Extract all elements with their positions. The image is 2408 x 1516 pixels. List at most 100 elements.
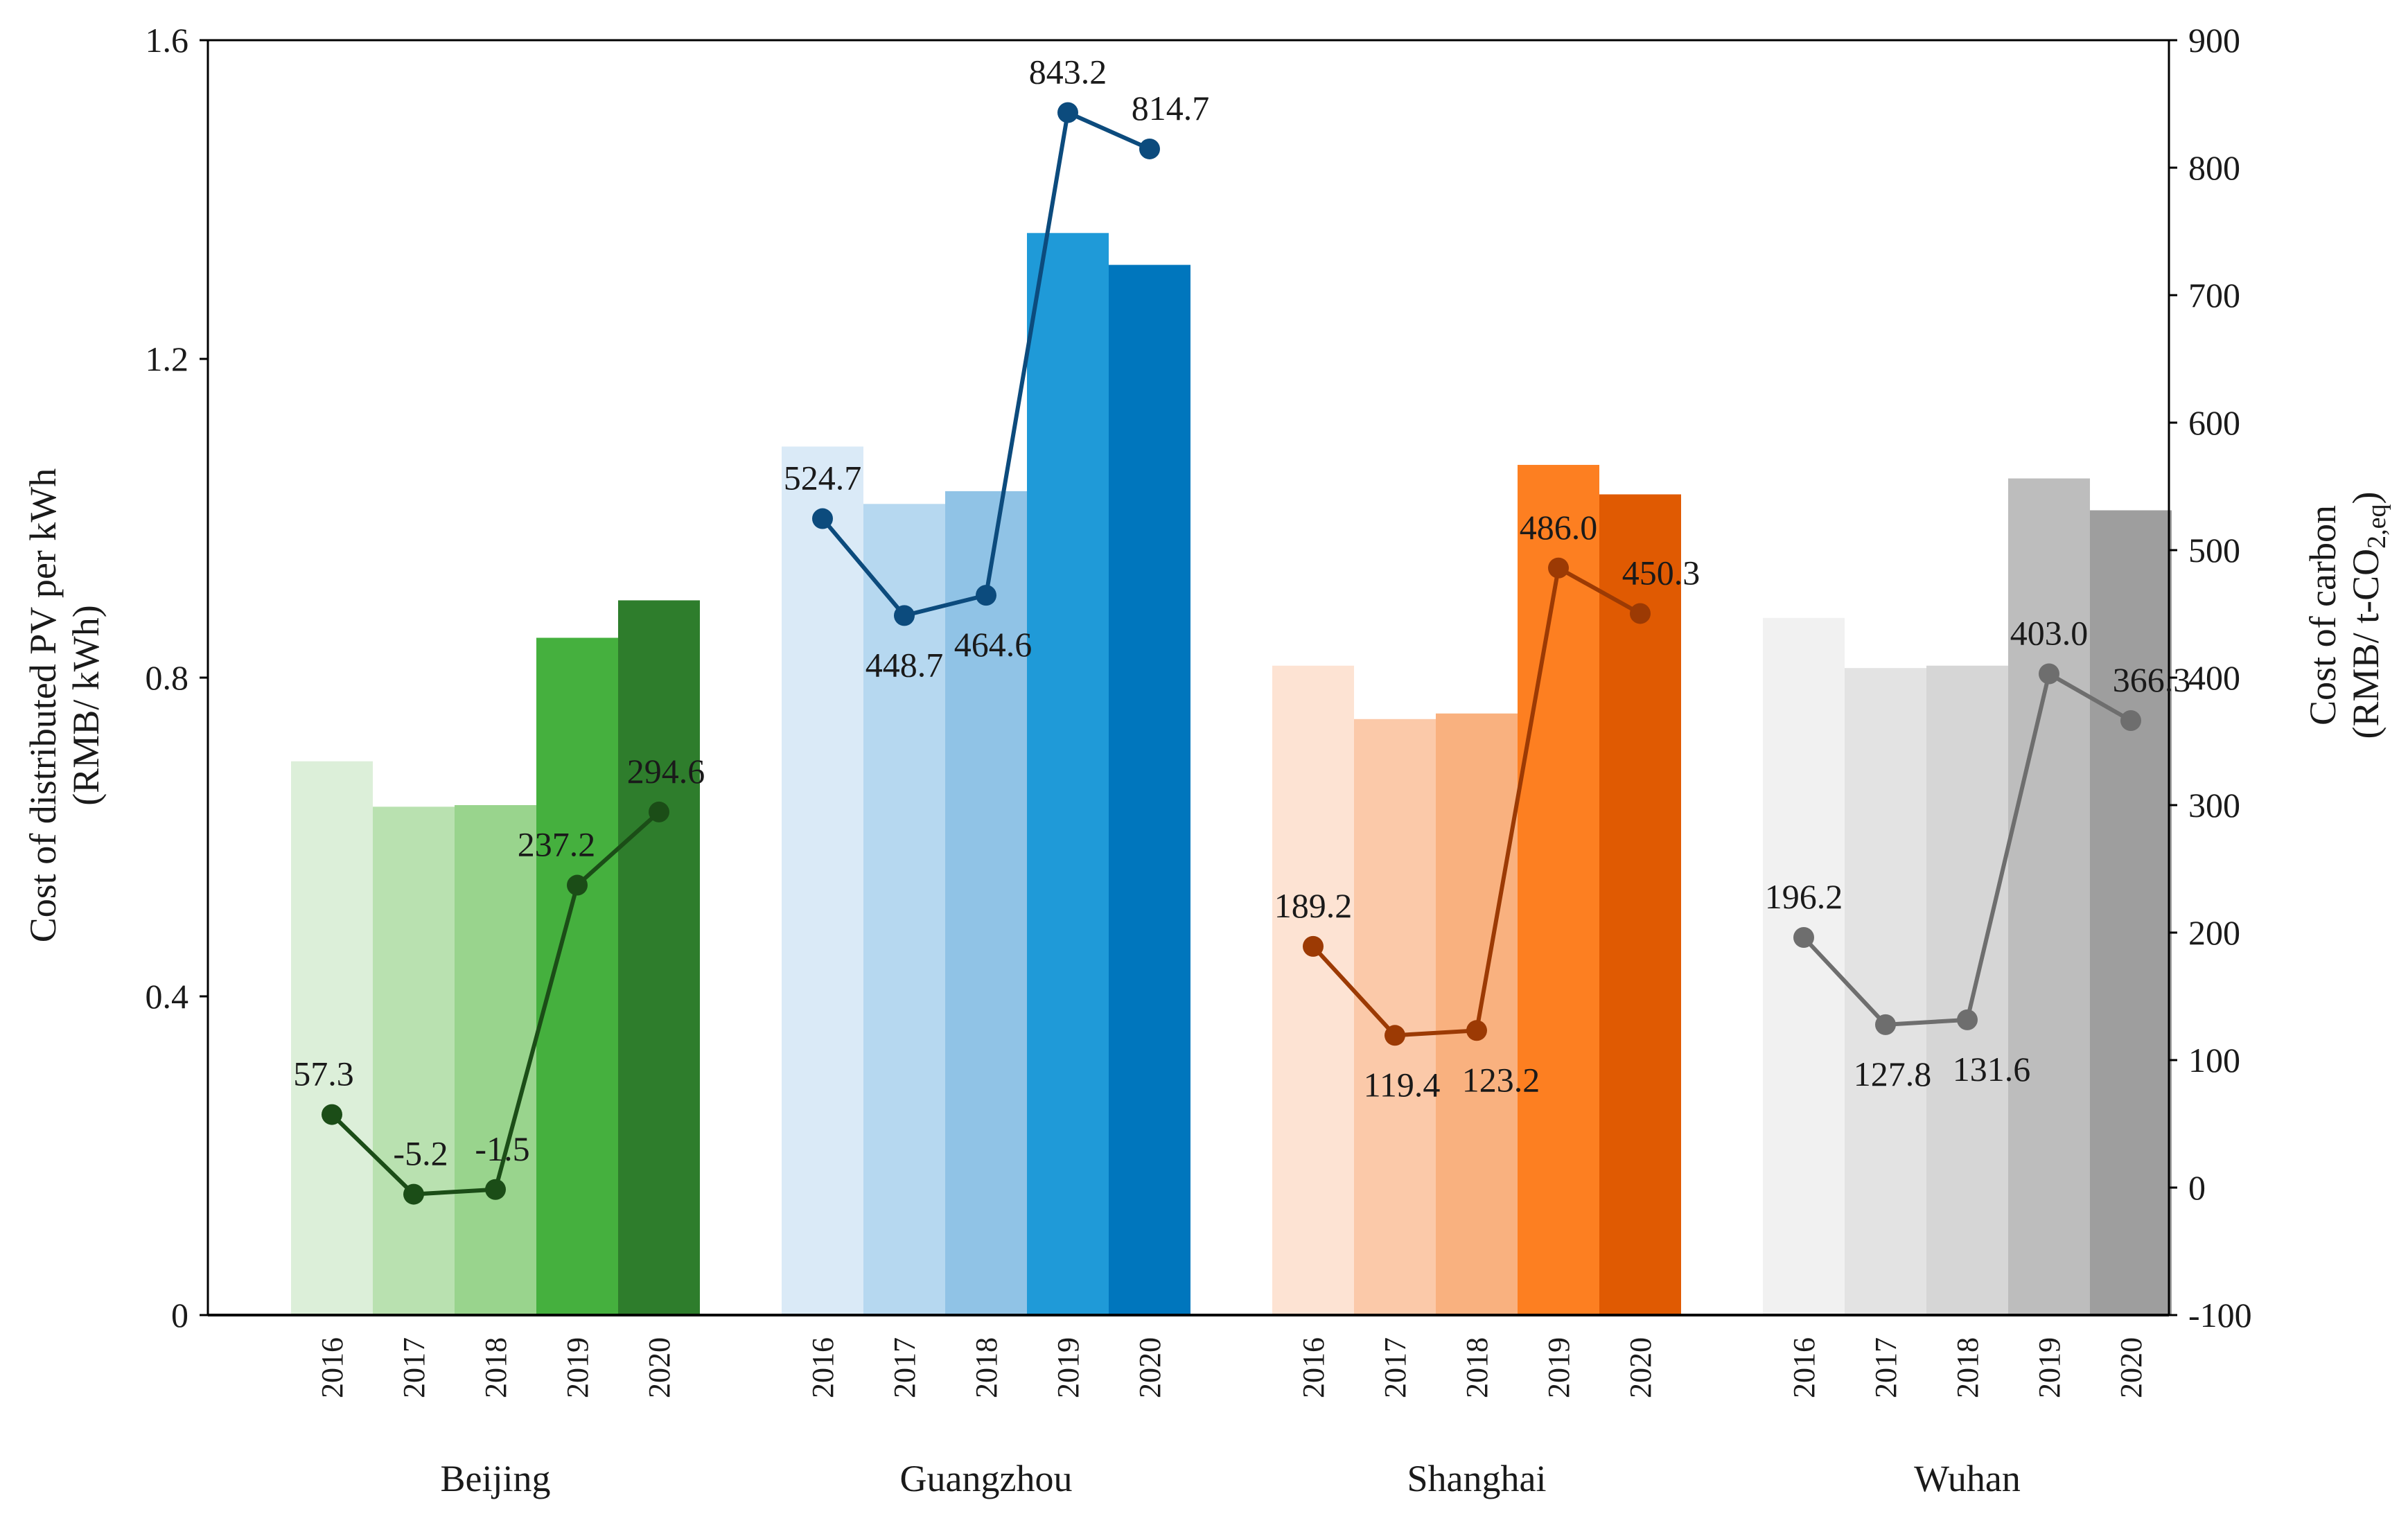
carbon-label-shanghai-2019: 486.0 — [1520, 508, 1598, 547]
bar-beijing-2016 — [291, 761, 373, 1315]
year-label-beijing-2016: 2016 — [315, 1337, 349, 1398]
year-label-guangzhou-2016: 2016 — [806, 1337, 840, 1398]
bars — [291, 233, 2172, 1316]
right-axis-title-line1: Cost of carbon — [2302, 505, 2344, 725]
left-tick-label: 1.2 — [146, 340, 189, 378]
carbon-point-wuhan-2017 — [1875, 1014, 1896, 1035]
carbon-label-shanghai-2020: 450.3 — [1622, 553, 1700, 592]
city-label-wuhan: Wuhan — [1914, 1458, 2021, 1499]
bar-guangzhou-2017 — [863, 504, 945, 1315]
carbon-point-shanghai-2018 — [1466, 1020, 1487, 1041]
bar-beijing-2019 — [536, 637, 618, 1315]
carbon-label-beijing-2020: 294.6 — [627, 752, 705, 791]
bar-guangzhou-2016 — [782, 446, 863, 1315]
carbon-point-beijing-2018 — [485, 1179, 506, 1200]
carbon-label-beijing-2016: 57.3 — [293, 1055, 354, 1093]
carbon-label-guangzhou-2016: 524.7 — [784, 459, 862, 497]
right-tick-label: 200 — [2188, 913, 2240, 952]
left-tick-label: 0.4 — [146, 977, 189, 1016]
bar-shanghai-2020 — [1599, 494, 1681, 1315]
right-axis-title-subscript: 2,eq — [2362, 504, 2391, 549]
right-tick-label: 500 — [2188, 531, 2240, 570]
carbon-label-guangzhou-2018: 464.6 — [954, 625, 1032, 664]
carbon-point-wuhan-2019 — [2039, 663, 2059, 685]
carbon-label-beijing-2017: -5.2 — [393, 1134, 448, 1173]
bar-wuhan-2018 — [1926, 665, 2008, 1315]
year-label-guangzhou-2018: 2018 — [969, 1337, 1003, 1398]
carbon-point-wuhan-2020 — [2120, 710, 2141, 732]
labels: 2016 2017 2018 2019 2020 Beijing 57.3 -5.2 -1.5 2… — [293, 53, 2190, 1499]
year-label-guangzhou-2019: 2019 — [1051, 1337, 1085, 1398]
left-axis-title-line1: Cost of distributed PV per kWh — [22, 468, 64, 942]
right-axis-title-line2: (RMB/ t-CO2,eq) — [2345, 492, 2391, 739]
year-label-shanghai-2019: 2019 — [1542, 1337, 1576, 1398]
year-label-wuhan-2019: 2019 — [2032, 1337, 2066, 1398]
left-tick-label: 1.6 — [146, 21, 189, 60]
carbon-point-guangzhou-2020 — [1139, 138, 1160, 159]
carbon-point-guangzhou-2016 — [812, 508, 833, 529]
bar-beijing-2018 — [455, 805, 536, 1315]
bar-guangzhou-2019 — [1027, 233, 1109, 1315]
left-tick-label: 0 — [171, 1296, 188, 1334]
carbon-point-shanghai-2019 — [1548, 557, 1569, 579]
right-tick-label: 300 — [2188, 786, 2240, 825]
carbon-point-shanghai-2016 — [1303, 935, 1324, 957]
year-label-shanghai-2018: 2018 — [1460, 1337, 1494, 1398]
carbon-label-wuhan-2020: 366.3 — [2113, 660, 2191, 699]
carbon-point-guangzhou-2019 — [1057, 102, 1078, 123]
carbon-point-shanghai-2017 — [1385, 1025, 1405, 1046]
bar-shanghai-2016 — [1272, 665, 1354, 1315]
year-label-guangzhou-2017: 2017 — [888, 1337, 922, 1398]
carbon-label-guangzhou-2019: 843.2 — [1029, 53, 1107, 91]
right-tick-label: 600 — [2188, 403, 2240, 442]
city-label-guangzhou: Guangzhou — [900, 1458, 1073, 1499]
year-label-wuhan-2020: 2020 — [2114, 1337, 2148, 1398]
year-label-beijing-2019: 2019 — [561, 1337, 595, 1398]
city-label-shanghai: Shanghai — [1407, 1458, 1547, 1499]
carbon-label-shanghai-2017: 119.4 — [1364, 1065, 1441, 1104]
carbon-label-shanghai-2016: 189.2 — [1274, 886, 1353, 925]
carbon-point-beijing-2020 — [649, 801, 669, 822]
carbon-point-guangzhou-2018 — [976, 585, 996, 606]
carbon-label-beijing-2019: 237.2 — [518, 825, 596, 864]
year-label-beijing-2018: 2018 — [479, 1337, 513, 1398]
right-tick-label: -100 — [2188, 1296, 2252, 1334]
right-tick-label: 800 — [2188, 148, 2240, 187]
bar-beijing-2017 — [373, 807, 455, 1315]
left-axis-title-line2: (RMB/ kWh) — [65, 605, 107, 806]
carbon-point-wuhan-2016 — [1793, 926, 1814, 948]
bar-guangzhou-2020 — [1109, 265, 1190, 1315]
year-label-guangzhou-2020: 2020 — [1133, 1337, 1167, 1398]
right-tick-label: 900 — [2188, 21, 2240, 60]
bar-wuhan-2020 — [2090, 510, 2172, 1315]
carbon-label-shanghai-2018: 123.2 — [1462, 1060, 1540, 1099]
year-label-shanghai-2020: 2020 — [1624, 1337, 1658, 1398]
year-label-wuhan-2017: 2017 — [1869, 1337, 1903, 1398]
bar-wuhan-2019 — [2008, 478, 2090, 1315]
right-tick-label: 0 — [2188, 1168, 2206, 1207]
carbon-point-shanghai-2020 — [1630, 603, 1651, 624]
city-label-beijing: Beijing — [441, 1458, 551, 1499]
carbon-point-wuhan-2018 — [1957, 1009, 1978, 1030]
bar-guangzhou-2018 — [945, 491, 1027, 1315]
right-axis-title-suffix: ) — [2345, 492, 2387, 504]
bar-shanghai-2017 — [1354, 719, 1436, 1315]
carbon-label-guangzhou-2020: 814.7 — [1132, 89, 1210, 127]
bar-shanghai-2018 — [1436, 713, 1518, 1315]
carbon-point-beijing-2019 — [567, 874, 588, 896]
right-tick-label: 100 — [2188, 1041, 2240, 1079]
carbon-label-beijing-2018: -1.5 — [475, 1129, 529, 1168]
year-label-beijing-2020: 2020 — [642, 1337, 676, 1398]
bar-shanghai-2019 — [1518, 464, 1599, 1316]
year-label-shanghai-2016: 2016 — [1297, 1337, 1330, 1398]
carbon-point-beijing-2017 — [403, 1183, 424, 1205]
carbon-point-guangzhou-2017 — [894, 605, 915, 626]
year-label-wuhan-2018: 2018 — [1951, 1337, 1985, 1398]
carbon-label-guangzhou-2017: 448.7 — [865, 645, 944, 684]
carbon-label-wuhan-2017: 127.8 — [1854, 1055, 1932, 1093]
carbon-lines — [322, 102, 2141, 1205]
carbon-label-wuhan-2018: 131.6 — [1953, 1050, 2031, 1088]
axes: 0 0.4 0.8 1.2 1.6 -100 0 100 200 300 400 500 600 700 8… — [22, 21, 2391, 1334]
year-label-beijing-2017: 2017 — [397, 1337, 431, 1398]
